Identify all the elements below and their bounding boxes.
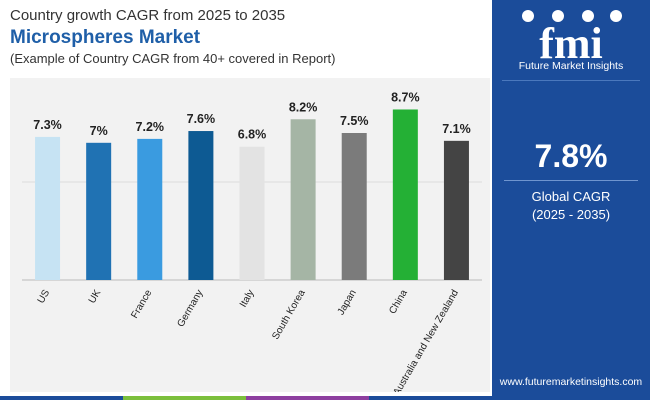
bar-7 — [392, 109, 418, 280]
tick-label-4: Italy — [238, 288, 257, 309]
data-label-6: 7.5% — [340, 114, 369, 128]
strip-segment-3 — [246, 396, 369, 400]
tick-label-5: South Korea — [270, 288, 308, 342]
data-label-7: 8.7% — [391, 90, 420, 104]
global-cagr-label: Global CAGR (2025 - 2035) — [492, 188, 650, 224]
global-cagr-value: 7.8% — [534, 138, 608, 174]
tick-label-6: Japan — [336, 288, 359, 317]
divider — [502, 80, 640, 81]
bar-0 — [35, 136, 61, 280]
data-label-4: 6.8% — [238, 128, 267, 142]
bar-2 — [137, 138, 163, 280]
tick-label-7: China — [387, 288, 410, 317]
bar-chart: 7.3% US 7% UK 7.2% France 7.6% Germany 6.8% Italy… — [22, 90, 482, 392]
data-label-2: 7.2% — [136, 120, 165, 134]
data-label-5: 8.2% — [289, 100, 318, 114]
global-cagr-label-line2: (2025 - 2035) — [531, 207, 611, 222]
divider — [504, 180, 638, 181]
data-label-8: 7.1% — [442, 122, 471, 136]
company-name: Future Market Insights — [518, 60, 624, 72]
bar-4 — [239, 146, 265, 280]
logo-text: fmi — [539, 19, 603, 60]
chart-title: Microspheres Market — [10, 27, 201, 48]
bar-6 — [341, 133, 367, 280]
global-cagr-label-line1: Global CAGR — [531, 189, 611, 204]
strip-segment-2 — [123, 396, 246, 400]
website-link[interactable]: www.futuremarketinsights.com — [499, 376, 643, 388]
sidebar-panel: fmi Future Market Insights 7.8% Global C… — [492, 0, 650, 400]
bar-5 — [290, 119, 316, 280]
chart-area: 7.3% US 7% UK 7.2% France 7.6% Germany 6.8% Italy… — [10, 78, 490, 392]
fmi-logo-icon: fmi — [522, 10, 622, 60]
chart-title-line1: Country growth CAGR from 2025 to 2035 — [10, 7, 286, 24]
bar-3 — [188, 131, 214, 280]
tick-label-2: France — [129, 288, 154, 321]
chart-subtitle: (Example of Country CAGR from 40+ covere… — [10, 51, 336, 66]
strip-segment-1 — [0, 396, 123, 400]
bar-8 — [443, 140, 469, 280]
data-label-3: 7.6% — [187, 112, 216, 126]
strip-segment-4 — [369, 396, 492, 400]
tick-label-3: Germany — [175, 288, 205, 329]
data-label-1: 7% — [90, 124, 108, 138]
bar-1 — [86, 142, 112, 280]
data-label-0: 7.3% — [33, 118, 62, 132]
bottom-color-strip — [0, 396, 492, 400]
tick-label-0: US — [36, 288, 53, 306]
tick-label-1: UK — [87, 288, 104, 306]
